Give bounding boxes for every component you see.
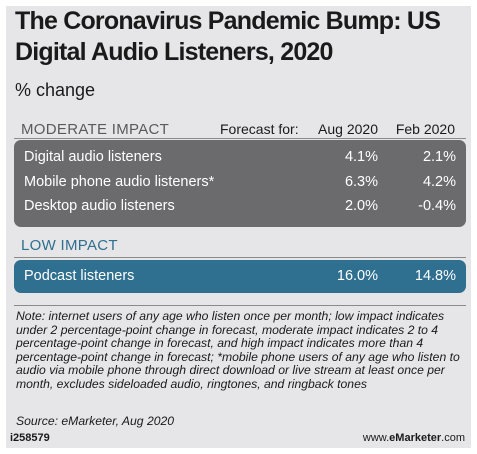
group-label-moderate: MODERATE IMPACT: [21, 121, 170, 138]
table-row: Mobile phone audio listeners* 6.3% 4.2%: [14, 170, 466, 194]
row-label: Desktop audio listeners: [24, 198, 175, 214]
row-label: Podcast listeners: [24, 268, 135, 284]
group-label-low: LOW IMPACT: [21, 237, 118, 254]
chart-id: i258579: [10, 432, 50, 444]
brand-name: eMarketer: [389, 432, 442, 444]
brand-link[interactable]: www.eMarketer.com: [363, 432, 465, 444]
row-label: Digital audio listeners: [24, 149, 162, 165]
table-row: Desktop audio listeners 2.0% -0.4%: [14, 194, 466, 218]
value-feb-2020: 2.1%: [422, 149, 456, 165]
moderate-impact-box: Digital audio listeners 4.1% 2.1% Mobile…: [14, 140, 466, 227]
value-feb-2020: 4.2%: [422, 174, 456, 190]
chart-source: Source: eMarketer, Aug 2020: [16, 414, 175, 428]
table-row: Digital audio listeners 4.1% 2.1%: [14, 145, 466, 169]
chart-panel: [6, 6, 471, 448]
chart-title: The Coronavirus Pandemic Bump: US Digita…: [15, 7, 441, 66]
chart-subtitle: % change: [15, 80, 96, 100]
value-feb-2020: 14.8%: [414, 268, 456, 284]
column-header-feb-2020: Feb 2020: [395, 121, 455, 137]
value-aug-2020: 6.3%: [344, 174, 378, 190]
column-header-aug-2020: Aug 2020: [318, 121, 378, 137]
low-impact-divider: [14, 257, 466, 258]
brand-suffix: .com: [441, 432, 465, 444]
value-aug-2020: 4.1%: [344, 149, 378, 165]
value-feb-2020: -0.4%: [418, 198, 456, 214]
value-aug-2020: 2.0%: [344, 198, 378, 214]
table-row: Podcast listeners 16.0% 14.8%: [14, 264, 466, 288]
chart-note: Note: internet users of any age who list…: [16, 309, 460, 391]
header-divider: [14, 138, 466, 139]
forecast-for-label: Forecast for:: [220, 121, 299, 137]
brand-prefix: www.: [362, 432, 390, 444]
row-label: Mobile phone audio listeners*: [24, 174, 215, 190]
low-impact-box: Podcast listeners 16.0% 14.8%: [14, 260, 466, 293]
note-divider: [14, 305, 466, 306]
value-aug-2020: 16.0%: [336, 268, 378, 284]
